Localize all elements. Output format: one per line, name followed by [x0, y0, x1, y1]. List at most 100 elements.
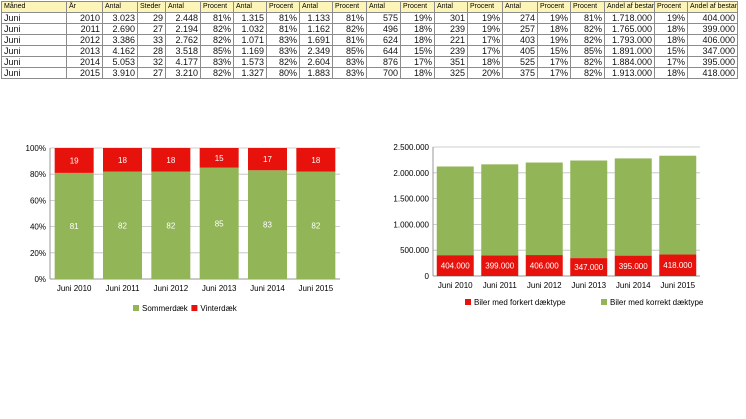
legend-swatch: [133, 305, 139, 311]
table-row: Juni 2012 3.386 33 2.762 82% 1.071 83% 1.691 81% 6…: [1, 34, 738, 46]
table-cell: 4.177: [165, 56, 201, 68]
table-cell: 18%: [400, 23, 435, 35]
table-cell: 19%: [467, 12, 503, 24]
table-cell: 2013: [66, 45, 103, 57]
data-label: 399.000: [485, 262, 514, 271]
table-cell: 1.793.000: [604, 34, 655, 46]
table-cell: 81%: [570, 12, 605, 24]
table-cell: 3.386: [102, 34, 138, 46]
table-cell: 19%: [537, 12, 571, 24]
data-label: 82: [311, 221, 320, 230]
table-header-cell: Antal: [165, 1, 201, 13]
table-cell: 80%: [266, 67, 300, 79]
table-cell: 5.053: [102, 56, 138, 68]
table-cell: 81%: [332, 12, 367, 24]
table-cell: 2010: [66, 12, 103, 24]
bar-top-segment: [570, 160, 608, 259]
table-cell: 1.573: [233, 56, 267, 68]
table-cell: 82%: [200, 67, 234, 79]
table-cell: 17%: [654, 56, 688, 68]
bar-top-segment: [614, 158, 652, 256]
data-table: Måned År Antal Steder Antal Procent Antal Proce…: [1, 1, 738, 79]
bar-bottom-segment: [525, 255, 563, 276]
table-cell: 1.315: [233, 12, 267, 24]
chart1-legend: Sommerdæk Vinterdæk: [133, 304, 238, 313]
table-cell: 19%: [537, 34, 571, 46]
table-cell: 82%: [200, 23, 234, 35]
table-header-cell: Procent: [400, 1, 435, 13]
table-cell: 29: [137, 12, 166, 24]
table-cell: 351: [434, 56, 468, 68]
table-cell: 2015: [66, 67, 103, 79]
table-cell: 1.169: [233, 45, 267, 57]
bar-top-segment: [199, 148, 239, 168]
table-cell: 1.691: [299, 34, 333, 46]
table-header-cell: Antal: [102, 1, 138, 13]
table-cell: Juni: [1, 23, 67, 35]
table-cell: 15%: [400, 45, 435, 57]
table-cell: 19%: [654, 12, 688, 24]
chart2-gridlines: [432, 146, 700, 277]
table-cell: 418.000: [687, 67, 738, 79]
table-cell: 575: [366, 12, 401, 24]
chart-tire-share: 0%20%40%60%80%100% 811982188218851583178…: [26, 144, 340, 313]
x-tick-label: Juni 2015: [660, 281, 695, 290]
table-cell: 2011: [66, 23, 103, 35]
chart2-legend: Biler med forkert dæktype Biler med korre…: [465, 298, 704, 307]
table-cell: 301: [434, 12, 468, 24]
legend-label: Vinterdæk: [200, 304, 237, 313]
table-cell: 1.071: [233, 34, 267, 46]
table-header-cell: Procent: [266, 1, 300, 13]
table-cell: 395.000: [687, 56, 738, 68]
table-cell: 1.884.000: [604, 56, 655, 68]
table-cell: 257: [502, 23, 538, 35]
table-cell: 32: [137, 56, 166, 68]
y-tick-label: 100%: [26, 144, 46, 153]
table-cell: Juni: [1, 67, 67, 79]
data-label: 18: [311, 156, 320, 165]
data-label: 19: [70, 156, 79, 165]
y-tick-label: 0%: [34, 275, 46, 284]
table-header-cell: Procent: [200, 1, 234, 13]
data-label: 82: [118, 221, 127, 230]
table-cell: 1.913.000: [604, 67, 655, 79]
table-cell: 18%: [400, 34, 435, 46]
bar-top-segment: [248, 148, 287, 171]
table-cell: 1.327: [233, 67, 267, 79]
legend-swatch: [465, 299, 471, 305]
table-cell: 82%: [332, 23, 367, 35]
data-label: 85: [215, 219, 224, 228]
table-cell: 375: [502, 67, 538, 79]
table-cell: 18%: [537, 23, 571, 35]
table-cell: 17%: [400, 56, 435, 68]
table-cell: 85%: [570, 45, 605, 57]
table-header-cell: Antal: [434, 1, 468, 13]
table-cell: 1.883: [299, 67, 333, 79]
y-tick-label: 2.000.000: [393, 169, 429, 178]
bar-bottom-segment: [103, 171, 142, 279]
legend-swatch: [191, 305, 198, 311]
table-cell: 81%: [266, 12, 300, 24]
table-row: Juni 2011 2.690 27 2.194 82% 1.032 81% 1.162 82% 4…: [1, 23, 738, 35]
table-cell: 18%: [467, 56, 503, 68]
bar-bottom-segment: [614, 255, 652, 276]
data-label: 81: [70, 222, 79, 231]
table-cell: 18%: [654, 67, 688, 79]
table-cell: 4.162: [102, 45, 138, 57]
data-label: 17: [263, 155, 272, 164]
table-cell: 81%: [332, 34, 367, 46]
table-cell: 28: [137, 45, 166, 57]
table-cell: 85%: [200, 45, 234, 57]
table-row: Juni 2010 3.023 29 2.448 81% 1.315 81% 1.133 81% 5…: [1, 12, 738, 24]
table-row: Juni 2015 3.910 27 3.210 82% 1.327 80% 1.883 83% 7…: [1, 67, 738, 79]
table-cell: 1.765.000: [604, 23, 655, 35]
table-cell: 2.349: [299, 45, 333, 57]
data-label: 395.000: [619, 262, 648, 271]
bar-top-segment: [103, 148, 142, 172]
table-cell: 2012: [66, 34, 103, 46]
table-cell: 18%: [654, 34, 688, 46]
table-cell: 3.210: [165, 67, 201, 79]
table-cell: 239: [434, 45, 468, 57]
table-cell: 1.162: [299, 23, 333, 35]
table-cell: 700: [366, 67, 401, 79]
